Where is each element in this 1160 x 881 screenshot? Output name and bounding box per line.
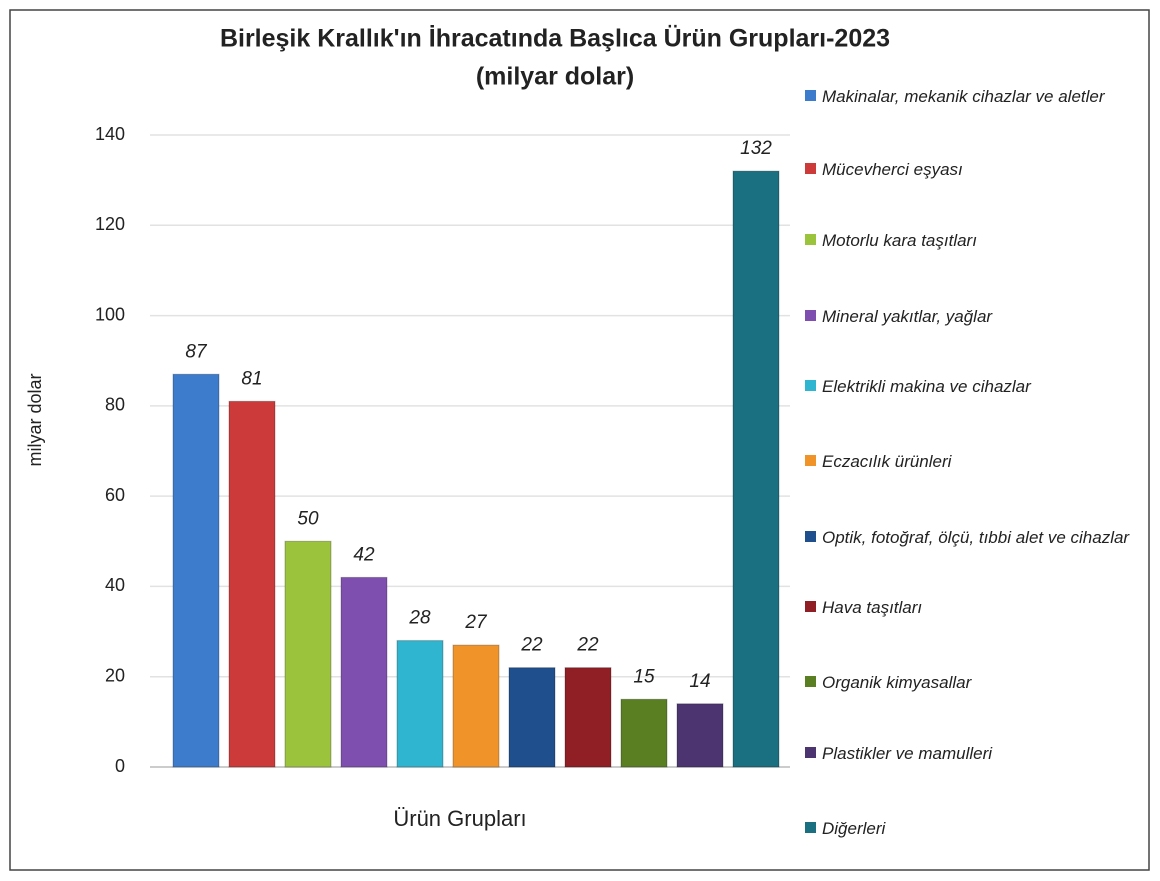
legend-label: Motorlu kara taşıtları bbox=[822, 231, 977, 250]
bar bbox=[676, 703, 724, 768]
legend-swatch bbox=[805, 163, 816, 174]
legend-item: Organik kimyasallar bbox=[805, 670, 1140, 696]
x-axis-label: Ürün Grupları bbox=[393, 806, 526, 831]
legend-swatch bbox=[805, 234, 816, 245]
value-label: 28 bbox=[408, 608, 431, 629]
legend-item: Diğerleri bbox=[805, 816, 1140, 842]
value-label: 15 bbox=[633, 666, 655, 687]
value-label: 81 bbox=[241, 368, 262, 389]
legend-label: Optik, fotoğraf, ölçü, tıbbi alet ve cih… bbox=[822, 528, 1130, 547]
legend-item: Elektrikli makina ve cihazlar bbox=[805, 374, 1140, 400]
legend-label: Eczacılık ürünleri bbox=[822, 452, 952, 471]
legend-item: Mücevherci eşyası bbox=[805, 157, 1140, 183]
legend-swatch bbox=[805, 90, 816, 101]
value-label: 22 bbox=[520, 635, 543, 656]
legend-swatch bbox=[805, 601, 816, 612]
value-label: 22 bbox=[576, 635, 599, 656]
chart-subtitle: (milyar dolar) bbox=[476, 63, 634, 91]
bar bbox=[620, 698, 668, 768]
legend-swatch bbox=[805, 531, 816, 542]
bar bbox=[284, 540, 332, 768]
legend-swatch bbox=[805, 822, 816, 833]
value-label: 14 bbox=[689, 671, 710, 692]
legend-swatch bbox=[805, 676, 816, 687]
y-tick-label: 120 bbox=[95, 214, 125, 234]
y-tick-label: 40 bbox=[105, 575, 125, 595]
legend-label: Diğerleri bbox=[822, 819, 886, 838]
y-axis-label: milyar dolar bbox=[25, 373, 45, 466]
bar bbox=[732, 170, 780, 768]
y-tick-label: 60 bbox=[105, 485, 125, 505]
bar bbox=[508, 667, 556, 768]
legend-item: Makinalar, mekanik cihazlar ve aletler bbox=[805, 84, 1140, 110]
y-tick-label: 20 bbox=[105, 665, 125, 685]
legend-item: Optik, fotoğraf, ölçü, tıbbi alet ve cih… bbox=[805, 525, 1140, 551]
y-tick-label: 80 bbox=[105, 395, 125, 415]
legend-label: Plastikler ve mamulleri bbox=[822, 744, 993, 763]
value-label: 132 bbox=[740, 138, 772, 159]
legend-item: Eczacılık ürünleri bbox=[805, 449, 1140, 475]
legend-label: Mücevherci eşyası bbox=[822, 160, 963, 179]
legend-swatch bbox=[805, 747, 816, 758]
legend-item: Hava taşıtları bbox=[805, 595, 1140, 621]
bar bbox=[172, 373, 220, 768]
legend-label: Hava taşıtları bbox=[822, 598, 923, 617]
value-label: 50 bbox=[297, 508, 319, 529]
legend-label: Organik kimyasallar bbox=[822, 673, 972, 692]
bar bbox=[340, 576, 388, 768]
y-tick-label: 0 bbox=[115, 756, 125, 776]
legend-label: Mineral yakıtlar, yağlar bbox=[822, 307, 993, 326]
y-tick-label: 140 bbox=[95, 124, 125, 144]
legend-item: Plastikler ve mamulleri bbox=[805, 741, 1140, 767]
legend-swatch bbox=[805, 380, 816, 391]
value-label: 87 bbox=[185, 341, 208, 362]
legend-item: Mineral yakıtlar, yağlar bbox=[805, 304, 1140, 330]
chart-title: Birleşik Krallık'ın İhracatında Başlıca … bbox=[220, 24, 890, 53]
legend-swatch bbox=[805, 310, 816, 321]
bar bbox=[228, 400, 276, 768]
bar bbox=[396, 640, 444, 768]
y-tick-label: 100 bbox=[95, 304, 125, 324]
legend-item: Motorlu kara taşıtları bbox=[805, 228, 1140, 254]
bar bbox=[452, 644, 500, 768]
chart-border bbox=[9, 9, 1150, 871]
bar bbox=[564, 667, 612, 768]
legend-label: Elektrikli makina ve cihazlar bbox=[822, 377, 1031, 396]
legend-swatch bbox=[805, 455, 816, 466]
value-label: 27 bbox=[464, 612, 488, 633]
value-label: 42 bbox=[353, 544, 375, 565]
legend-label: Makinalar, mekanik cihazlar ve aletler bbox=[822, 87, 1105, 106]
